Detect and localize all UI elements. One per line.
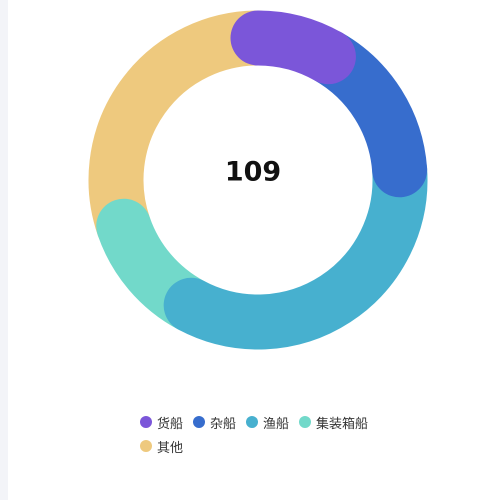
legend-item-4[interactable]: 集装箱船: [299, 413, 369, 432]
legend-item-1[interactable]: 货船: [140, 413, 184, 432]
legend-label: 集装箱船: [316, 416, 369, 432]
legend-dot-icon: [140, 440, 152, 452]
legend-dot-icon: [193, 416, 206, 428]
legend-item-5[interactable]: 其他: [140, 437, 184, 456]
donut-slice-1[interactable]: [230, 10, 356, 85]
legend-item-2[interactable]: 杂船: [193, 413, 237, 432]
legend-label: 其他: [157, 440, 184, 456]
legend-label: 货船: [157, 416, 184, 432]
donut-segments: [88, 10, 428, 350]
panel-edge: [0, 0, 8, 500]
legend-dot-icon: [299, 416, 312, 428]
donut-slice-3[interactable]: [163, 142, 428, 350]
legend-label: 渔船: [263, 416, 290, 432]
legend-item-3[interactable]: 渔船: [246, 413, 290, 432]
center-total: 109: [225, 157, 281, 188]
legend-dot-icon: [140, 416, 152, 428]
legend-label: 杂船: [210, 416, 237, 432]
donut-slice-5[interactable]: [88, 10, 286, 254]
legend-dot-icon: [246, 416, 259, 428]
chart-legend: 货船 杂船 渔船 集装箱船其他: [140, 413, 400, 456]
